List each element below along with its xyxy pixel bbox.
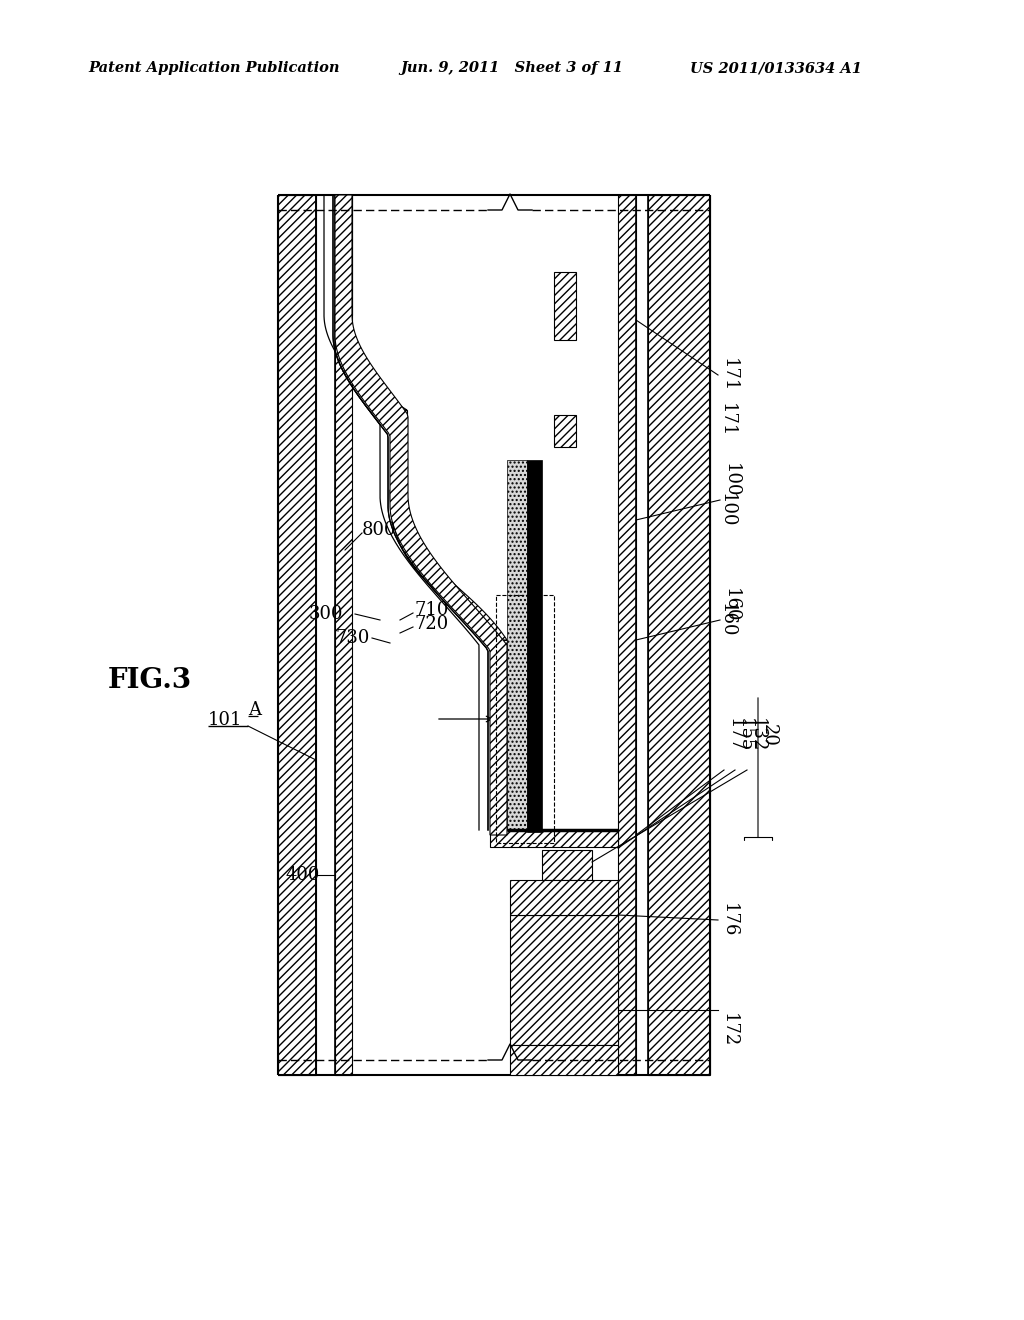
Polygon shape [335, 195, 352, 1074]
Text: 171: 171 [720, 358, 738, 392]
Bar [507, 459, 527, 830]
Polygon shape [648, 195, 710, 1074]
Polygon shape [510, 915, 618, 1045]
Text: 710: 710 [415, 601, 450, 619]
Text: 155: 155 [736, 718, 754, 752]
Polygon shape [335, 315, 407, 411]
Polygon shape [390, 490, 507, 640]
Text: 730: 730 [336, 630, 370, 647]
Text: 720: 720 [415, 615, 450, 634]
Polygon shape [490, 830, 618, 847]
Bar [527, 459, 542, 832]
Text: 100: 100 [718, 492, 736, 527]
Text: 100: 100 [722, 463, 740, 498]
Text: 171: 171 [718, 403, 736, 437]
Polygon shape [335, 195, 352, 315]
Text: A: A [248, 701, 261, 719]
Polygon shape [618, 195, 636, 1074]
Bar [636, 195, 648, 1074]
Polygon shape [278, 195, 316, 1074]
Polygon shape [554, 414, 575, 447]
Polygon shape [335, 195, 507, 836]
Text: 800: 800 [362, 521, 396, 539]
Text: Patent Application Publication: Patent Application Publication [88, 61, 340, 75]
Polygon shape [554, 272, 575, 341]
Text: 132: 132 [748, 718, 766, 752]
Text: 400: 400 [285, 866, 319, 884]
Text: 160: 160 [718, 603, 736, 638]
Text: Jun. 9, 2011   Sheet 3 of 11: Jun. 9, 2011 Sheet 3 of 11 [400, 61, 623, 75]
Text: 300: 300 [308, 605, 343, 623]
Bar [496, 595, 554, 843]
Polygon shape [510, 1045, 618, 1074]
Text: 176: 176 [720, 903, 738, 937]
Text: 20: 20 [760, 723, 778, 746]
Text: 172: 172 [720, 1012, 738, 1047]
Polygon shape [542, 850, 592, 880]
Text: FIG.3: FIG.3 [108, 667, 193, 693]
Text: 177: 177 [726, 718, 744, 752]
Polygon shape [510, 880, 618, 915]
Text: 160: 160 [722, 587, 740, 622]
Polygon shape [490, 640, 507, 830]
Polygon shape [390, 411, 407, 490]
Bar [316, 195, 335, 1074]
Text: 101: 101 [208, 711, 243, 729]
Text: US 2011/0133634 A1: US 2011/0133634 A1 [690, 61, 862, 75]
